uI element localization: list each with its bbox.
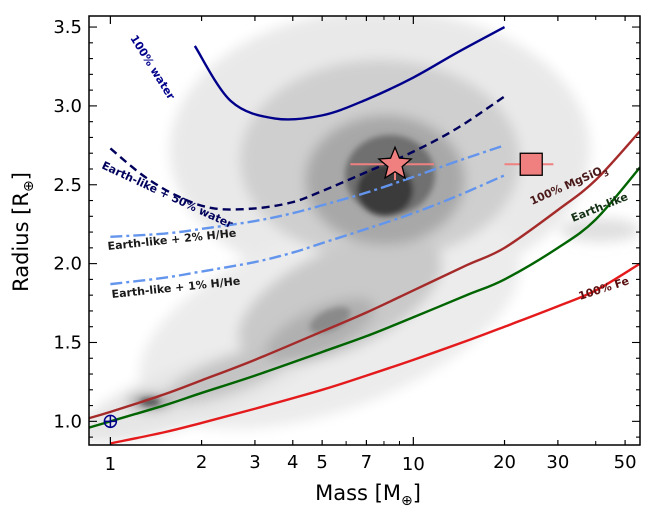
x-tick-label: 10: [402, 454, 425, 475]
curve-earth-like: [89, 166, 640, 429]
y-axis-title: Radius [R⊕]: [9, 172, 37, 292]
label-100-water: 100% water: [127, 33, 177, 103]
curve-earth-like-1-h-he: [110, 174, 506, 286]
x-axis-title: Mass [M⊕]: [315, 481, 421, 509]
square-marker: [519, 152, 543, 176]
curve-100-mgsio: [89, 130, 640, 420]
y-tick-label: 3.5: [53, 17, 82, 38]
x-tick-label: 2: [196, 452, 207, 473]
y-tick-label: 1.0: [53, 411, 82, 432]
plot-frame: [88, 15, 641, 446]
x-tick-label: 3: [249, 452, 260, 473]
curve-earth-like-2-h-he: [110, 144, 505, 239]
curve-earth-like-50-water: [109, 95, 506, 211]
y-tick-label: 2.5: [53, 175, 82, 196]
y-tick-label: 1.5: [53, 332, 82, 353]
star-marker: [377, 145, 413, 180]
x-tick-label: 20: [493, 452, 516, 473]
y-tick-label: 2.0: [53, 254, 82, 275]
x-tick-label: 30: [546, 452, 569, 473]
x-tick-label: 5: [316, 452, 327, 473]
curve-100-water: [193, 25, 506, 121]
y-tick-label: 3.0: [53, 96, 82, 117]
label-earth-2-hhe: Earth-like + 2% H/He: [107, 227, 237, 253]
y-axis: 1.0 1.5 2.0 2.5 3.0 3.5: [53, 17, 640, 438]
x-axis: 1 2 3 4 5 7 10 20 30 50: [105, 16, 637, 475]
curve-100-fe: [110, 262, 640, 445]
label-100-fe: 100% Fe: [577, 274, 631, 303]
x-tick-label: 7: [361, 452, 372, 473]
x-tick-label: 1: [105, 454, 116, 475]
x-tick-label: 4: [287, 452, 298, 473]
x-tick-label: 50: [614, 452, 637, 473]
